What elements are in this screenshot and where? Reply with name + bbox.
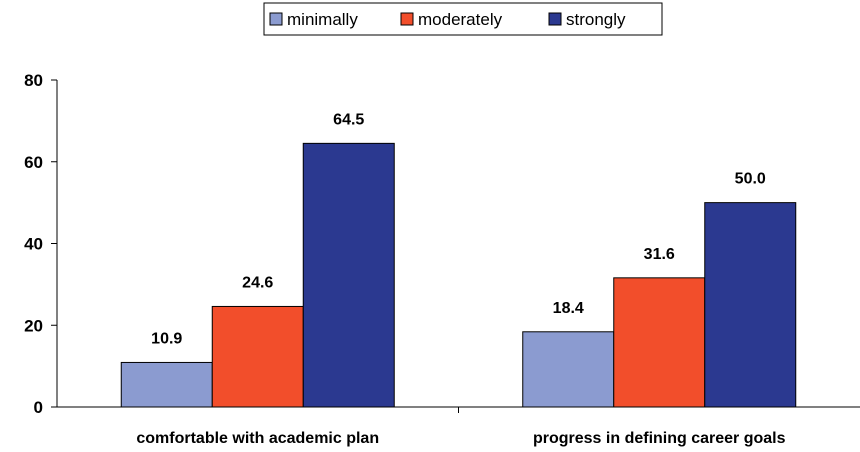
legend-swatch-moderately xyxy=(400,12,414,26)
bar-minimally xyxy=(120,361,213,408)
bar-moderately xyxy=(211,305,304,408)
bar-minimally xyxy=(522,331,615,408)
y-tick-label: 40 xyxy=(24,235,43,254)
y-tick-label: 20 xyxy=(24,316,43,335)
legend-label-moderately: moderately xyxy=(418,10,503,29)
legend-label-strongly: strongly xyxy=(566,10,626,29)
data-label-minimally: 10.9 xyxy=(151,330,182,347)
legend: minimally moderately strongly xyxy=(263,2,663,36)
bar-strongly xyxy=(302,142,395,408)
bar-strongly xyxy=(704,202,797,408)
y-tick-label: 80 xyxy=(24,71,43,90)
data-label-strongly: 64.5 xyxy=(333,111,364,128)
legend-box xyxy=(263,2,663,36)
data-labels: 10.9 24.6 64.5 18.4 31.6 50.0 xyxy=(151,111,766,347)
data-label-moderately: 31.6 xyxy=(644,246,675,263)
data-label-minimally: 18.4 xyxy=(553,300,584,317)
legend-label-minimally: minimally xyxy=(287,10,358,29)
bar-moderately xyxy=(613,277,706,408)
legend-swatch-minimally xyxy=(269,12,283,26)
bars xyxy=(120,142,797,408)
legend-swatch-strongly xyxy=(548,12,562,26)
data-label-moderately: 24.6 xyxy=(242,274,273,291)
y-tick-label: 60 xyxy=(24,153,43,172)
y-tick-label: 0 xyxy=(34,398,43,417)
category-label: progress in defining career goals xyxy=(533,430,786,447)
category-label: comfortable with academic plan xyxy=(136,430,379,447)
data-label-strongly: 50.0 xyxy=(735,171,766,188)
